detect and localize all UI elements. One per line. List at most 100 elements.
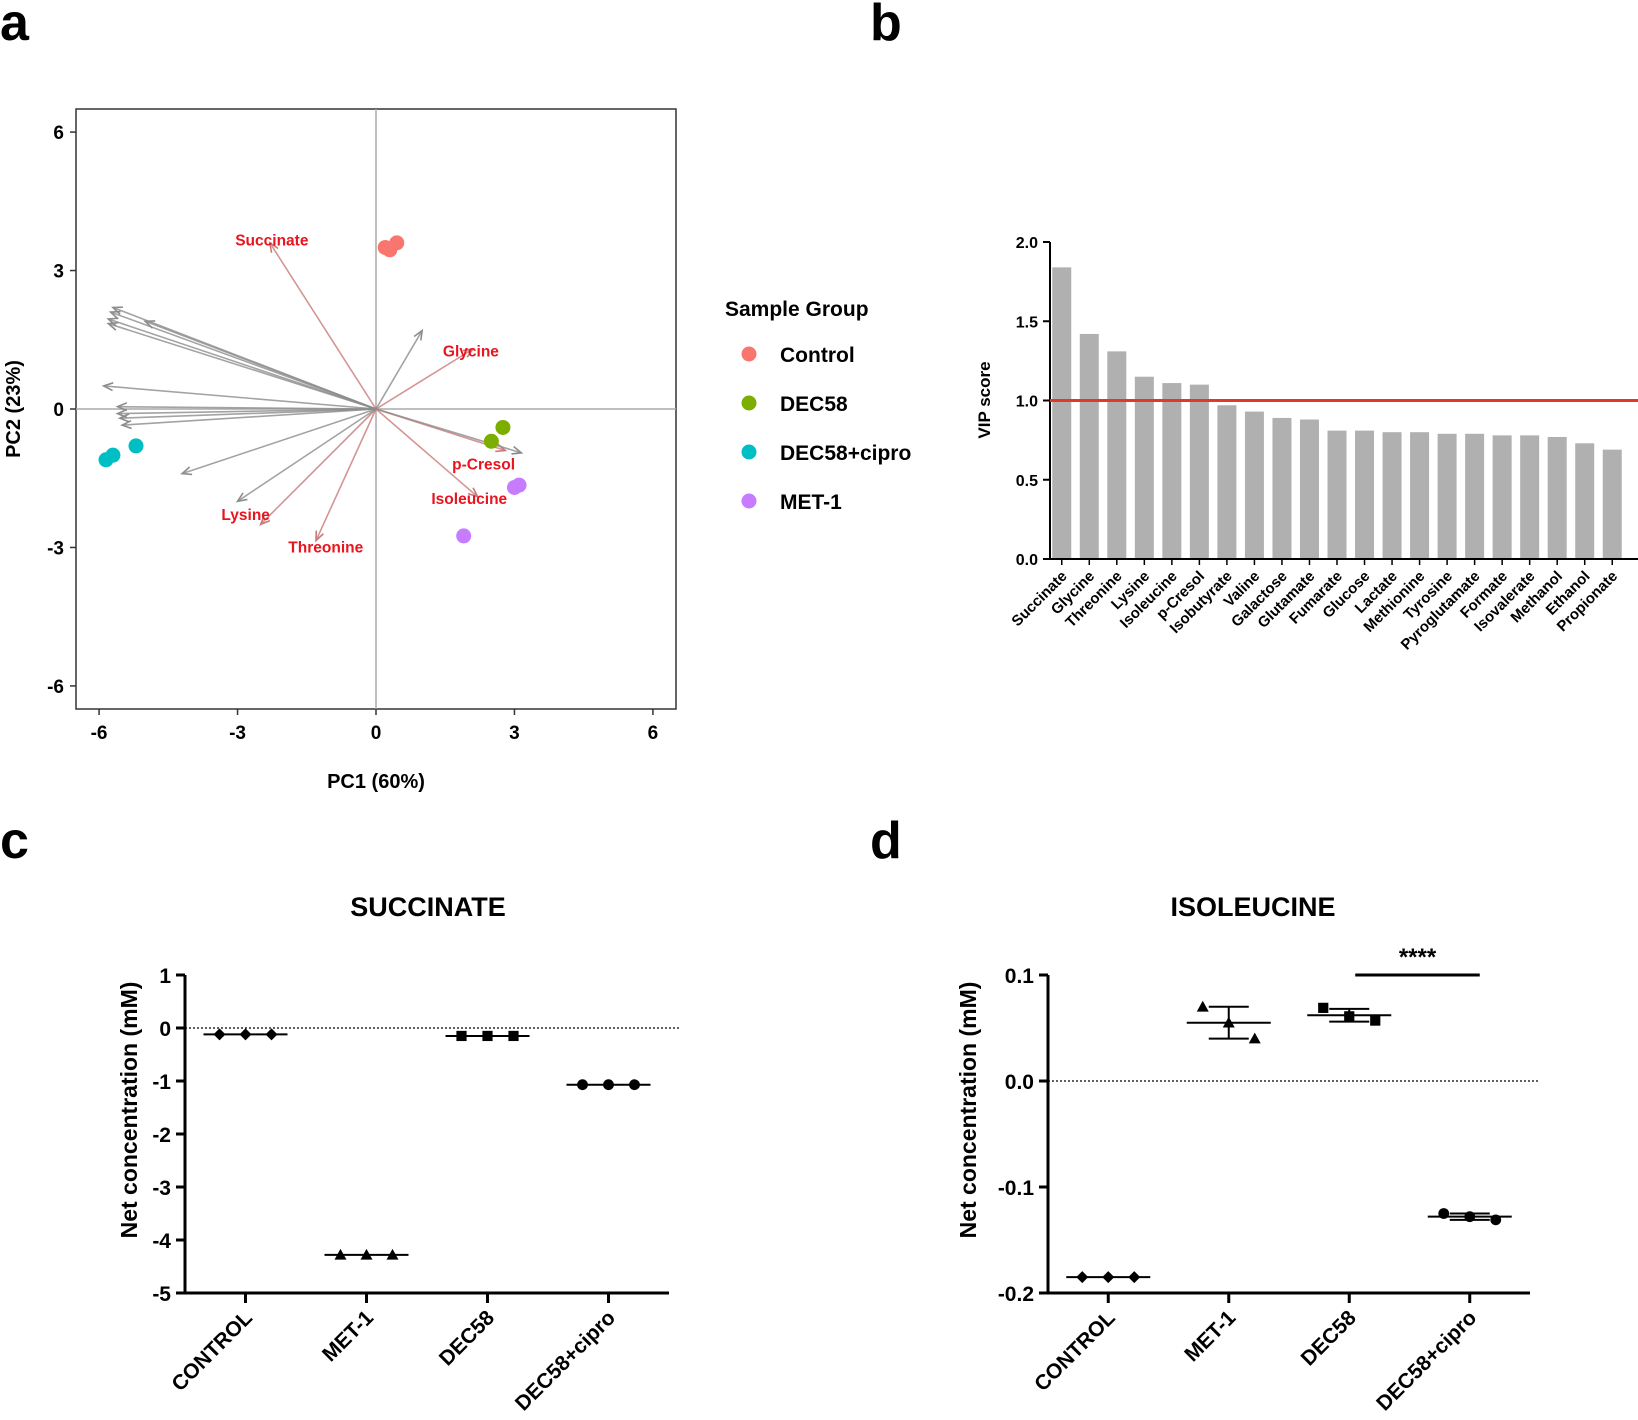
pca-x-tick-label: 3 (509, 723, 520, 744)
loading-arrow-isoleucine (375, 408, 479, 498)
legend-swatch-met-1 (741, 493, 757, 509)
loading-arrowhead (259, 514, 271, 526)
dot-point-met-1 (1222, 1016, 1235, 1028)
isoleucine-title: ISOLEUCINE (1170, 892, 1335, 922)
loading-arrow-lysine (260, 408, 377, 525)
dot-point-control (239, 1028, 252, 1041)
pca-x-tick-label: 6 (648, 723, 659, 744)
dot-point-control (1128, 1271, 1141, 1284)
dot-point-control (1102, 1271, 1115, 1284)
legend-label: Control (780, 344, 855, 367)
dot-point-dec58-cipro (1490, 1214, 1502, 1226)
loading-arrowhead (413, 328, 424, 341)
dot-x-tick-label: DEC58+cipro (511, 1306, 620, 1415)
dot-x-tick-label: MET-1 (1180, 1306, 1240, 1366)
loading-arrowhead (235, 492, 248, 503)
loading-arrow (108, 322, 377, 410)
vip-bar-tyrosine (1437, 433, 1457, 559)
dot-point-dec58-cipro (603, 1079, 614, 1091)
vip-y-axis-label: VIP score (975, 361, 994, 438)
loading-arrowhead (462, 347, 475, 358)
vip-bar-methionine (1410, 432, 1430, 559)
loading-arrowhead (180, 466, 193, 476)
dot-point-met-1 (1196, 1000, 1209, 1012)
panel-letter-c: c (0, 812, 29, 870)
isoleucine-y-axis-label: Net concentration (mM) (955, 982, 981, 1239)
loading-arrow (103, 385, 377, 410)
loading-arrow-succinate (269, 242, 377, 410)
loading-arrowhead (101, 382, 114, 392)
dot-x-tick-label: CONTROL (167, 1306, 257, 1396)
loading-arrow-glycine (375, 348, 474, 410)
legend-title: Sample Group (725, 298, 869, 321)
vip-bar-propionate (1602, 449, 1622, 559)
vip-bar-lactate (1382, 432, 1402, 559)
vip-bar-pyroglutamate (1465, 433, 1485, 559)
significance-label: **** (1399, 944, 1437, 971)
loading-arrow (119, 408, 377, 420)
vip-bar-glutamate (1299, 419, 1319, 559)
pca-x-tick-label: 0 (371, 723, 382, 744)
pca-biplot: -6 -3 0 3 6 -6 -3 0 3 6 Succinate Glycine p-Cresol I… (3, 108, 911, 793)
legend-label: MET-1 (780, 491, 842, 514)
succinate-dot-plot: SUCCINATE Net concentration (mM) 1 0 -1 -2 -… (116, 892, 679, 1415)
dot-y-tick-label: -4 (152, 1230, 171, 1253)
dot-x-tick-label: CONTROL (1030, 1306, 1120, 1396)
loading-arrowhead (117, 413, 130, 423)
pca-x-tick-label: -6 (91, 723, 108, 744)
dot-point-dec58 (482, 1030, 493, 1042)
vip-bar-ethanol (1575, 443, 1595, 559)
panel-letter-d: d (870, 812, 902, 870)
pca-point-met-1 (456, 528, 472, 544)
loading-arrow (237, 408, 377, 502)
dot-point-dec58 (1344, 1011, 1355, 1022)
loading-arrowhead (268, 241, 279, 253)
vip-bar-methanol (1547, 436, 1567, 559)
loading-arrowhead (106, 321, 119, 331)
dot-y-tick-label: -3 (152, 1177, 171, 1200)
vip-bar-valine (1244, 411, 1264, 559)
dot-x-tick-label: DEC58 (1297, 1306, 1361, 1370)
loading-label-threonine: Threonine (288, 539, 363, 556)
vip-bar-formate (1492, 435, 1512, 559)
vip-bar-galactose (1272, 417, 1292, 559)
loading-arrow (181, 408, 377, 475)
dot-point-dec58-cipro (577, 1079, 588, 1091)
loading-arrow-threonine (315, 408, 377, 541)
dot-x-tick-label: MET-1 (318, 1306, 378, 1366)
pca-point-dec58-cipro (105, 447, 121, 463)
panel-letter-b: b (870, 0, 902, 52)
legend-swatch-dec58 (741, 395, 757, 411)
loading-arrowhead (120, 419, 132, 430)
dot-y-tick-label: -0.1 (998, 1177, 1035, 1200)
vip-bar-glycine (1079, 333, 1099, 559)
loading-arrowhead (108, 310, 121, 320)
vip-y-tick-label: 1.5 (1016, 314, 1038, 331)
dot-y-tick-label: -1 (152, 1071, 171, 1094)
dot-point-dec58 (1370, 1015, 1381, 1026)
dot-y-tick-label: -2 (152, 1124, 171, 1147)
dot-y-tick-label: 0 (159, 1018, 171, 1041)
dot-y-tick-label: -5 (152, 1283, 171, 1306)
vip-bar-chart: 0.00.51.01.52.0 SuccinateGlycineThreonin… (975, 235, 1638, 654)
legend-label: DEC58+cipro (780, 442, 911, 465)
pca-y-tick-label: 0 (53, 400, 64, 421)
vip-bar-lysine (1134, 376, 1154, 559)
loading-label-isoleucine: Isoleucine (431, 491, 507, 508)
loading-arrow (122, 408, 377, 426)
vip-bar-threonine (1107, 351, 1127, 559)
loading-label-glycine: Glycine (443, 343, 499, 360)
loading-arrowhead (511, 445, 524, 455)
vip-bar-glucose (1355, 430, 1375, 559)
pca-y-tick-label: 3 (53, 262, 64, 283)
pca-y-tick-label: -3 (47, 538, 64, 559)
loading-arrowhead (115, 402, 128, 412)
dot-point-met-1 (334, 1248, 347, 1260)
pca-point-dec58 (495, 419, 511, 435)
dot-y-tick-label: 0.1 (1005, 965, 1035, 988)
vip-y-tick-label: 0.0 (1016, 552, 1038, 569)
dot-point-control (1076, 1271, 1089, 1284)
loading-arrowhead (315, 530, 324, 543)
vip-bar-isobutyrate (1217, 405, 1237, 559)
vip-y-tick-label: 2.0 (1016, 235, 1038, 252)
